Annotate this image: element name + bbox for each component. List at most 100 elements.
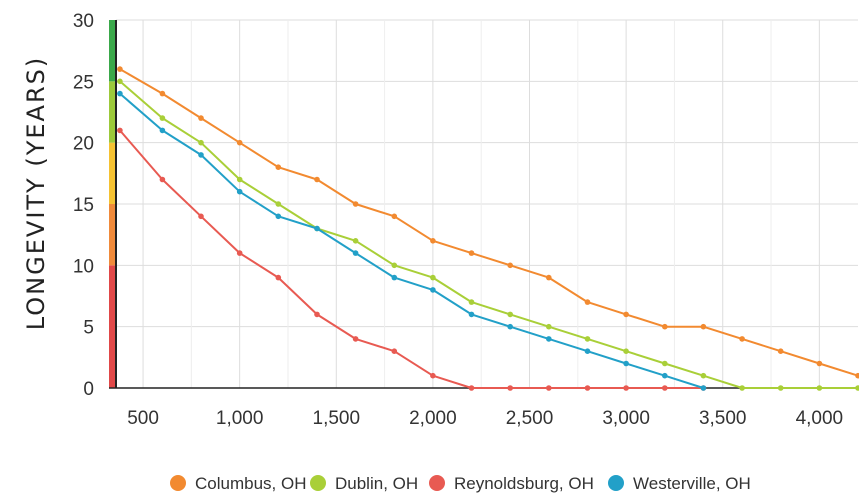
series-lines [117,66,859,391]
y-tick-label-6: 30 [73,11,94,32]
data-point-2-14 [662,385,668,391]
series-line-2 [119,129,704,389]
data-point-0-0 [117,66,123,72]
data-point-3-6 [352,250,359,256]
series-3 [117,90,707,391]
data-point-3-3 [236,188,243,195]
legend-swatch-1 [310,475,326,491]
y-tick-label-5: 25 [73,72,94,93]
y-axis-label: LONGEVITY (YEARS) [22,56,50,330]
data-point-0-3 [236,139,243,146]
legend-swatch-2 [429,475,445,491]
data-point-3-1 [159,127,166,134]
legend-label-0: Columbus, OH [195,474,306,493]
y-axis-color-bands [109,20,115,388]
y-band-4 [109,20,115,82]
data-point-1-1 [159,115,166,121]
series-line-0 [119,68,859,377]
data-point-0-14 [662,323,668,330]
data-point-2-2 [198,213,204,220]
y-band-2 [109,142,115,204]
legend-swatch-0 [170,475,186,491]
data-point-1-11 [546,323,552,330]
data-point-3-12 [584,348,591,355]
data-point-2-9 [468,385,475,391]
data-point-3-14 [662,372,668,379]
data-point-1-10 [507,311,513,318]
data-point-1-6 [352,238,359,244]
data-point-0-13 [623,311,629,318]
legend-item-2: Reynoldsburg, OH [429,474,594,493]
data-point-3-5 [314,225,320,232]
y-tick-label-1: 5 [83,318,94,339]
data-point-0-11 [546,274,552,281]
data-point-0-8 [430,238,436,244]
data-point-2-5 [314,311,320,318]
legend-label-1: Dublin, OH [335,474,418,493]
data-point-2-13 [623,385,629,391]
x-tick-label-5: 3,000 [602,408,650,429]
data-point-0-1 [159,90,166,97]
data-point-2-7 [391,348,398,355]
data-point-0-7 [391,213,398,220]
data-point-3-11 [546,336,552,342]
legend-item-3: Westerville, OH [608,474,751,493]
data-point-0-15 [700,323,707,330]
x-tick-label-4: 2,500 [506,408,554,429]
data-point-1-4 [275,201,282,207]
data-point-3-9 [468,311,475,318]
data-point-1-2 [198,139,204,146]
data-point-1-9 [468,299,475,305]
data-point-3-13 [623,360,629,367]
grid [116,19,858,389]
data-point-3-2 [198,152,204,158]
data-point-2-11 [546,385,552,391]
data-point-2-0 [117,127,123,134]
data-point-1-12 [584,336,591,342]
data-point-0-9 [468,250,475,256]
legend-item-0: Columbus, OH [170,474,306,493]
data-point-1-7 [391,262,398,269]
x-tick-label-1: 1,000 [216,408,264,429]
data-point-2-6 [352,336,359,342]
data-point-2-10 [507,385,513,391]
x-tick-label-2: 1,500 [313,408,361,429]
legend-label-3: Westerville, OH [633,474,751,493]
data-point-1-15 [700,372,707,379]
data-point-0-5 [314,176,320,183]
data-point-0-18 [816,360,823,367]
y-tick-label-2: 10 [73,256,94,277]
data-point-1-17 [777,385,784,391]
data-point-0-19 [855,372,859,379]
data-point-0-10 [507,262,513,269]
x-tick-label-6: 3,500 [699,408,747,429]
x-tick-label-3: 2,000 [409,408,457,429]
data-point-1-3 [236,176,243,183]
y-tick-label-3: 15 [73,195,94,216]
y-band-3 [109,81,115,143]
data-point-1-8 [430,274,436,281]
data-point-3-0 [117,90,123,97]
data-point-1-0 [117,78,123,85]
data-point-0-6 [352,201,359,207]
data-point-1-14 [662,360,668,367]
data-point-1-13 [623,348,629,355]
data-point-2-12 [584,385,591,391]
data-point-1-16 [739,385,745,391]
y-tick-label-0: 0 [83,379,94,400]
y-band-0 [109,265,115,388]
data-point-2-3 [236,250,243,256]
data-point-3-7 [391,274,398,281]
data-point-0-2 [198,115,204,121]
series-line-1 [119,80,858,389]
data-point-0-4 [275,164,282,170]
data-point-3-15 [700,385,707,391]
data-point-1-19 [855,385,859,391]
legend: Columbus, OH Dublin, OH Reynoldsburg, OH We… [170,474,751,493]
tick-labels: 0 5 10 15 20 25 30 500 1,000 1,500 2,000 2,500 3,000… [73,11,843,429]
data-point-2-4 [275,274,282,281]
series-0 [117,66,859,379]
legend-swatch-3 [608,475,624,491]
series-2 [117,127,707,391]
